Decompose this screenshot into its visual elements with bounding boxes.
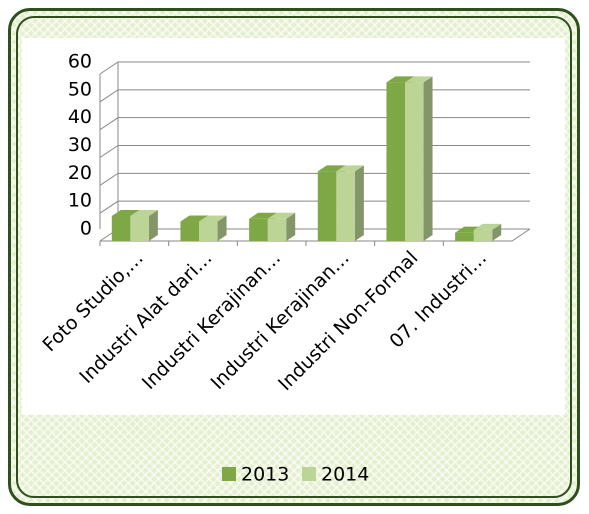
bar	[336, 171, 355, 241]
bar	[267, 218, 287, 241]
legend-swatch	[222, 467, 236, 481]
y-tick-label: 30	[68, 134, 92, 156]
bar	[455, 232, 474, 241]
bar-side	[492, 223, 502, 241]
bar	[249, 218, 268, 241]
bar-side	[148, 209, 158, 241]
chart-border	[16, 16, 572, 498]
y-tick-label: 10	[68, 190, 92, 212]
y-tick-label: 40	[68, 106, 92, 128]
bar	[199, 221, 218, 241]
y-tick-label: 0	[80, 218, 92, 240]
bar-side	[354, 165, 364, 241]
bar-side	[217, 215, 227, 241]
legend-label: 2014	[321, 464, 369, 486]
bar-top	[473, 223, 502, 230]
bar-top	[317, 165, 346, 172]
legend-swatch	[302, 467, 316, 481]
y-tick-label: 20	[68, 162, 92, 184]
bar	[111, 215, 131, 241]
grid-line	[99, 61, 530, 75]
bar	[317, 171, 337, 241]
bar-top	[267, 212, 296, 219]
bar-top	[386, 76, 414, 83]
bar-top	[111, 209, 140, 216]
bar	[405, 82, 424, 241]
bar-top	[405, 76, 433, 83]
bar-side	[423, 76, 433, 241]
bar-side	[286, 212, 296, 241]
legend-label: 2013	[241, 464, 289, 486]
y-tick-label: 50	[68, 78, 92, 100]
bar-top	[199, 215, 227, 222]
y-tick-label: 60	[68, 51, 92, 73]
bar-top	[130, 209, 158, 216]
bar	[386, 82, 405, 241]
bar-top	[180, 215, 208, 222]
bar	[473, 229, 493, 241]
bar	[180, 221, 199, 241]
bar-top	[249, 212, 277, 219]
bar	[130, 215, 149, 241]
bar-top	[336, 165, 364, 172]
